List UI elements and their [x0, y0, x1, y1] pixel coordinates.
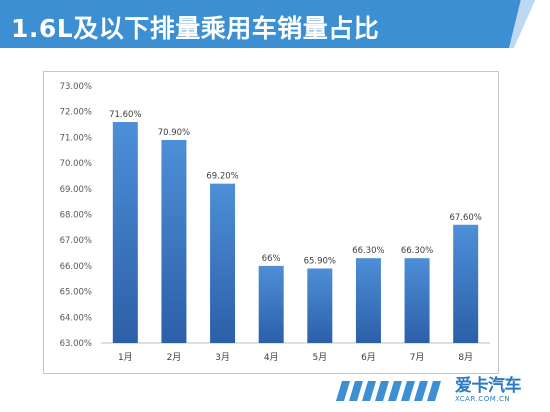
logo-domain: XCAR.COM.CN — [455, 395, 511, 403]
bar-value-label: 65.90% — [304, 256, 336, 266]
bar-value-label: 66.30% — [352, 246, 384, 256]
bar-6 — [355, 258, 381, 343]
stripe — [375, 381, 389, 401]
bar-3 — [210, 183, 236, 343]
bar-5 — [307, 268, 333, 343]
x-tick-label: 5月 — [312, 352, 327, 363]
stripe — [362, 381, 376, 401]
bar-1 — [112, 121, 138, 343]
title-banner — [0, 0, 535, 48]
y-tick-label: 63.00% — [60, 339, 92, 349]
y-tick-label: 69.00% — [60, 185, 92, 195]
x-tick-label: 7月 — [410, 352, 425, 363]
page-title: 1.6L及以下排量乘用车销量占比 — [11, 14, 380, 43]
bar-value-label: 67.60% — [449, 213, 481, 223]
bar-8 — [453, 224, 479, 343]
xcar-logo: 爱卡汽车 XCAR.COM.CN — [455, 377, 545, 407]
x-tick-label: 8月 — [458, 352, 473, 363]
stripe — [336, 381, 350, 401]
y-tick-label: 73.00% — [60, 82, 92, 92]
decorative-stripes — [336, 381, 441, 401]
stripe — [401, 381, 415, 401]
bars-group: 71.60% 70.90% 69.20% 66% 65.90% 66.30% 66.30% 6… — [109, 110, 482, 343]
bar-value-label: 66.30% — [401, 246, 433, 256]
x-tick-label: 4月 — [264, 352, 279, 363]
bar-value-label: 66% — [262, 254, 281, 264]
stripe — [349, 381, 363, 401]
x-axis-labels: 1月 2月 3月 4月 5月 6月 7月 8月 — [118, 352, 473, 363]
chart-frame: 63.00% 64.00% 65.00% 66.00% 67.00% 68.00% 69.0… — [43, 71, 499, 374]
y-tick-label: 67.00% — [60, 236, 92, 246]
y-tick-label: 65.00% — [60, 288, 92, 298]
stripe — [414, 381, 428, 401]
x-tick-label: 6月 — [361, 352, 376, 363]
bar-chart: 63.00% 64.00% 65.00% 66.00% 67.00% 68.00% 69.0… — [60, 82, 490, 363]
y-tick-label: 64.00% — [60, 313, 92, 323]
x-tick-label: 3月 — [215, 352, 230, 363]
y-tick-label: 70.00% — [60, 159, 92, 169]
y-tick-label: 72.00% — [60, 108, 92, 118]
bar-value-label: 70.90% — [158, 128, 190, 138]
bar-2 — [161, 139, 187, 343]
bar-7 — [404, 258, 430, 343]
bar-value-label: 71.60% — [109, 110, 141, 120]
x-tick-label: 2月 — [167, 352, 182, 363]
y-axis: 63.00% 64.00% 65.00% 66.00% 67.00% 68.00% 69.0… — [60, 82, 92, 349]
bar-value-label: 69.20% — [206, 172, 238, 182]
stripe — [427, 381, 441, 401]
stripe — [388, 381, 402, 401]
bar-4 — [258, 265, 284, 343]
x-tick-label: 1月 — [118, 352, 133, 363]
y-tick-label: 71.00% — [60, 133, 92, 143]
y-tick-label: 66.00% — [60, 262, 92, 272]
y-tick-label: 68.00% — [60, 211, 92, 221]
logo-brand: 爱卡汽车 — [455, 376, 522, 396]
